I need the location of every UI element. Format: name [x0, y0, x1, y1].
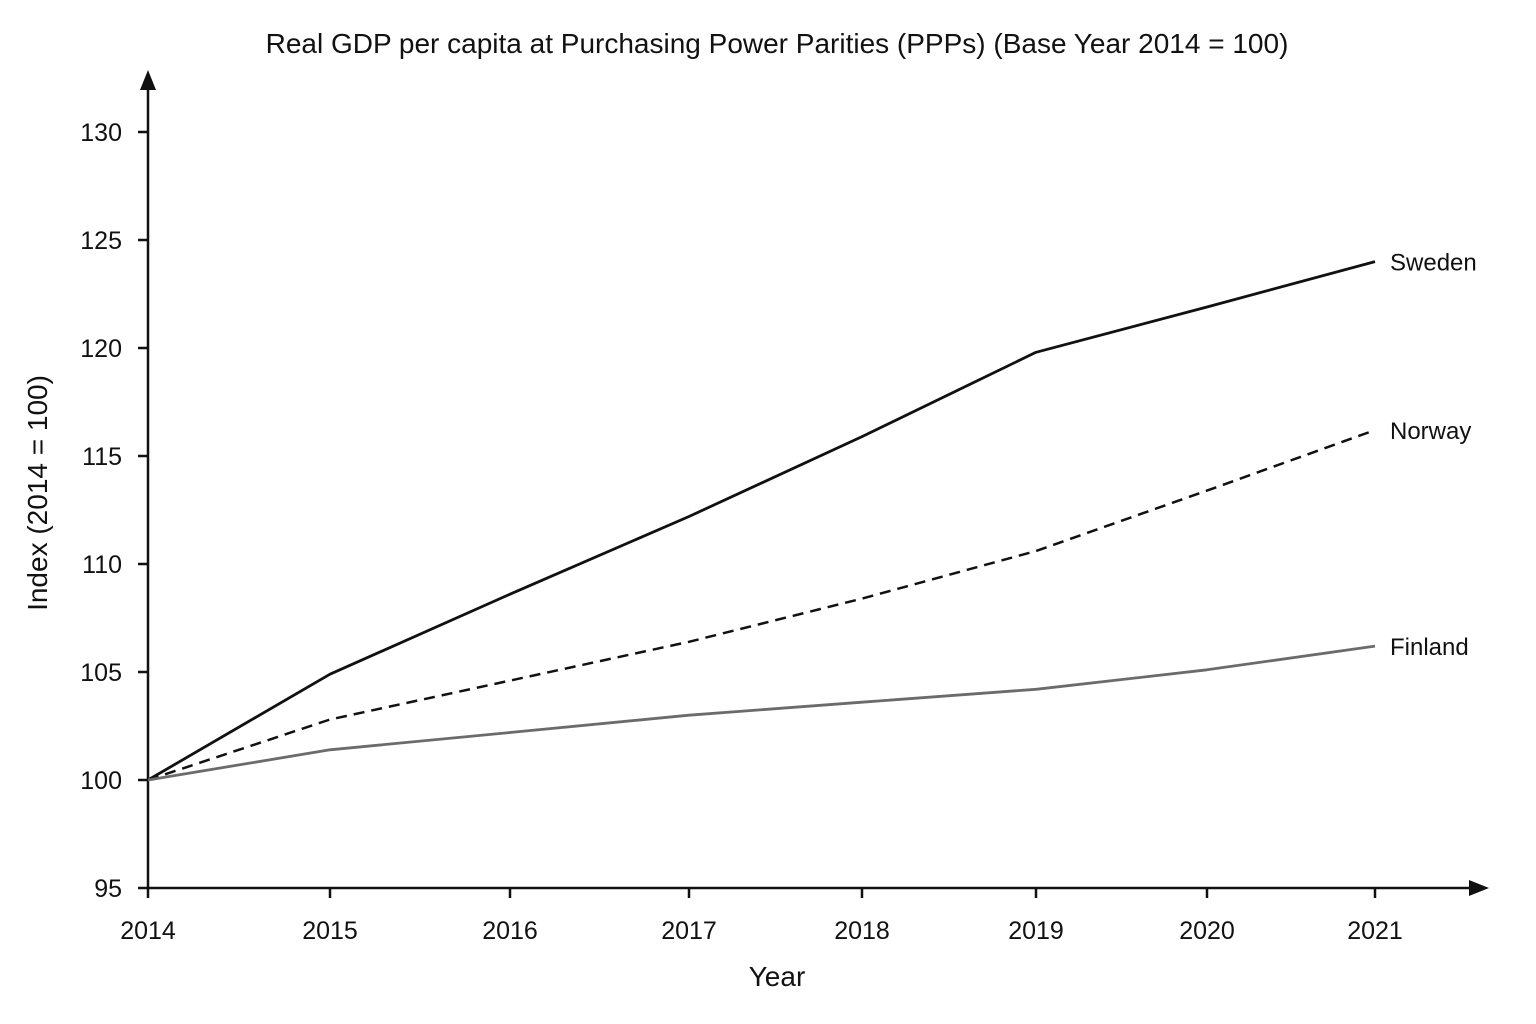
x-axis-label: Year	[749, 961, 806, 992]
y-tick-label: 95	[94, 875, 122, 903]
y-tick-label: 125	[80, 227, 122, 255]
y-axis-ticks: 95 100 105 110 115 120 125 130	[80, 119, 148, 903]
x-tick-label: 2015	[302, 917, 358, 945]
data-point-finland	[861, 701, 863, 703]
y-tick-label: 100	[80, 767, 122, 795]
data-point-finland	[329, 749, 331, 751]
series-label-norway: Norway	[1390, 418, 1471, 445]
x-axis-ticks: 2014 2015 2016 2017 2018 2019 2020 2021	[120, 888, 1403, 945]
y-axis: 95 100 105 110 115 120 125 130	[80, 70, 156, 903]
x-axis: 2014 2015 2016 2017 2018 2019 2020 2021	[120, 880, 1489, 945]
chart-title: Real GDP per capita at Purchasing Power …	[266, 28, 1289, 59]
y-tick-label: 130	[80, 119, 122, 147]
y-tick-label: 105	[80, 659, 122, 687]
data-point-finland	[1035, 688, 1037, 690]
data-point-norway	[1206, 489, 1208, 491]
data-point-sweden	[329, 673, 331, 675]
data-point-sweden	[1374, 260, 1376, 262]
x-tick-label: 2021	[1347, 917, 1403, 945]
data-point-norway	[861, 597, 863, 599]
data-point-sweden	[861, 435, 863, 437]
data-point-finland	[688, 714, 690, 716]
y-axis-arrow-icon	[140, 70, 156, 90]
data-point-finland	[509, 731, 511, 733]
series-line-sweden	[147, 260, 1376, 782]
y-axis-label: Index (2014 = 100)	[22, 375, 53, 611]
x-axis-arrow-icon	[1469, 880, 1489, 896]
series-label-finland: Finland	[1390, 634, 1469, 661]
y-tick-label: 110	[82, 551, 122, 579]
data-point-norway	[1374, 429, 1376, 431]
x-tick-label: 2020	[1179, 917, 1235, 945]
data-point-norway	[509, 679, 511, 681]
series-line-norway	[147, 428, 1376, 782]
data-point-norway	[1035, 550, 1037, 552]
x-tick-label: 2018	[834, 917, 890, 945]
x-tick-label: 2016	[482, 917, 538, 945]
y-tick-label: 120	[80, 335, 122, 363]
x-tick-label: 2019	[1008, 917, 1064, 945]
data-point-norway	[329, 718, 331, 720]
data-point-finland	[1206, 669, 1208, 671]
y-tick-label: 115	[82, 443, 122, 471]
series-label-sweden: Sweden	[1390, 250, 1477, 277]
series-layer: Sweden Norway Finland	[147, 250, 1477, 782]
series-line-finland	[147, 644, 1376, 782]
x-tick-label: 2017	[661, 917, 717, 945]
data-point-sweden	[688, 515, 690, 517]
data-point-sweden	[1206, 306, 1208, 308]
x-tick-label: 2014	[120, 917, 176, 945]
data-point-norway	[688, 641, 690, 643]
data-point-sweden	[509, 593, 511, 595]
data-point-finland	[147, 779, 149, 781]
data-point-finland	[1374, 645, 1376, 647]
data-point-sweden	[1035, 351, 1037, 353]
